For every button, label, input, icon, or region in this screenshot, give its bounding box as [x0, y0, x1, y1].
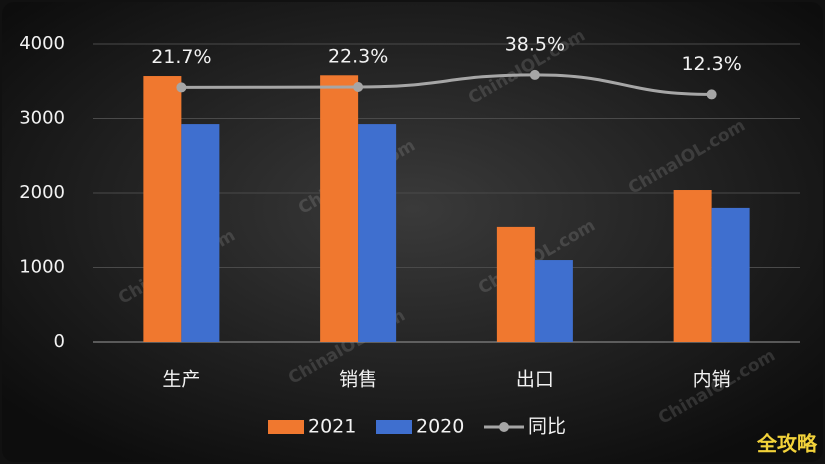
bar — [320, 75, 359, 342]
bar — [496, 226, 535, 342]
line-point — [529, 69, 540, 80]
data-label: 21.7% — [151, 46, 211, 68]
y-tick-label: 2000 — [19, 182, 65, 203]
legend-swatch — [499, 422, 509, 432]
x-tick-label: 内销 — [693, 369, 731, 391]
line — [181, 73, 712, 96]
badge: 全攻略 — [756, 432, 818, 456]
bar — [358, 124, 397, 343]
bar — [673, 190, 712, 342]
x-tick-label: 出口 — [516, 369, 554, 391]
y-tick-label: 3000 — [19, 108, 65, 129]
line-point — [353, 81, 364, 92]
data-label: 22.3% — [328, 45, 388, 67]
x-tick-label: 销售 — [339, 369, 377, 391]
bar — [534, 260, 573, 342]
bar — [143, 76, 182, 342]
legend-label: 2020 — [416, 416, 464, 438]
data-label: 12.3% — [681, 53, 741, 75]
legend-swatch — [268, 420, 304, 434]
line-point — [176, 82, 187, 93]
legend-swatch — [376, 420, 412, 434]
y-tick-label: 4000 — [19, 33, 65, 54]
bar — [181, 124, 220, 343]
line-point — [706, 89, 717, 100]
y-tick-label: 0 — [54, 331, 65, 352]
y-tick-label: 1000 — [19, 257, 65, 278]
bar — [711, 207, 750, 342]
legend-label: 2021 — [308, 416, 356, 438]
data-label: 38.5% — [505, 33, 565, 55]
legend-label: 同比 — [528, 416, 566, 438]
x-tick-label: 生产 — [162, 369, 200, 391]
